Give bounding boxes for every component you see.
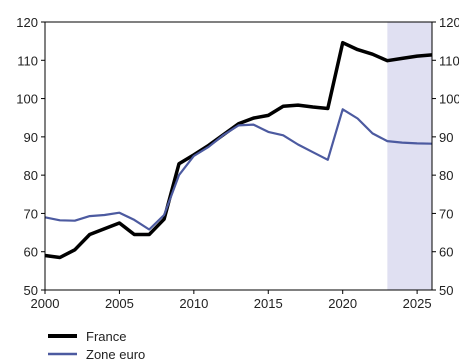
y-tick-label-left: 80 (24, 168, 38, 183)
x-tick-label: 2020 (328, 296, 357, 311)
legend: France Zone euro (48, 329, 145, 362)
y-tick-label-left: 70 (24, 206, 38, 221)
legend-label-zone-euro: Zone euro (86, 347, 145, 362)
forecast-shaded-region (387, 22, 432, 290)
y-tick-label-right: 60 (439, 245, 453, 260)
y-tick-label-left: 120 (16, 15, 38, 30)
y-tick-label-right: 120 (439, 15, 459, 30)
y-tick-label-right: 50 (439, 283, 453, 298)
x-tick-label: 2005 (105, 296, 134, 311)
y-tick-label-right: 110 (439, 53, 459, 68)
y-tick-label-left: 60 (24, 245, 38, 260)
series-line-zone-euro (44, 108, 433, 231)
plot-lines (44, 40, 433, 260)
plot-frame (44, 21, 433, 291)
y-axis-right: 50 60 70 80 90 100 110 120 (432, 15, 459, 298)
y-tick-label-left: 100 (16, 92, 38, 107)
x-tick-label: 2025 (403, 296, 432, 311)
series-line-france (44, 40, 433, 260)
x-tick-label: 2000 (31, 296, 60, 311)
legend-label-france: France (86, 329, 126, 344)
y-tick-label-left: 110 (17, 53, 38, 68)
y-tick-label-right: 80 (439, 168, 453, 183)
x-tick-label: 2010 (179, 296, 208, 311)
y-tick-label-left: 50 (24, 283, 38, 298)
x-tick-label: 2015 (254, 296, 283, 311)
y-tick-label-left: 90 (24, 130, 38, 145)
x-axis: 2000 2005 2010 2015 2020 2025 (31, 290, 432, 311)
y-axis-left: 50 60 70 80 90 100 110 120 (16, 15, 45, 298)
y-tick-label-right: 70 (439, 206, 453, 221)
y-tick-label-right: 100 (439, 92, 459, 107)
y-tick-label-right: 90 (439, 130, 453, 145)
